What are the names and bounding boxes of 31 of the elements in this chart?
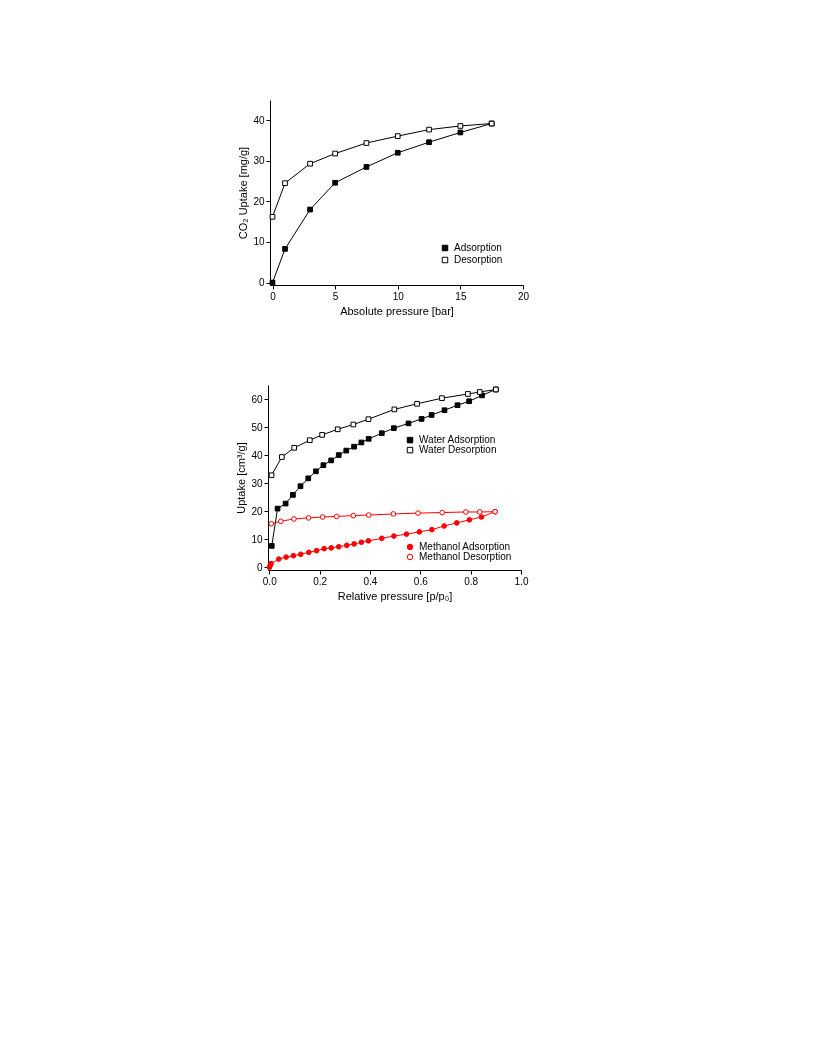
x-tick-label: 0.8 [464,575,479,587]
y-tick-label: 0 [258,277,265,289]
x-tick-label: 0 [270,290,277,302]
y-tick-label: 0 [256,561,263,573]
x-tick-label: 5 [332,290,339,302]
y-axis-title: CO₂ Uptake [mg/g] [237,146,250,240]
x-axis-title: Relative pressure [p/p₀] [337,589,453,602]
x-axis-title: Absolute pressure [bar] [340,304,454,317]
y-axis-title: Uptake [cm³/g] [235,442,248,514]
y-tick-label: 40 [251,449,263,461]
legend-label: Adsorption [454,242,502,253]
x-tick-label: 0.2 [313,575,328,587]
y-tick-label: 30 [251,477,263,489]
x-tick-label: 1.0 [514,575,529,587]
x-tick-label: 0.6 [413,575,429,587]
legend-label: Water Adsorption [419,434,496,446]
x-tick-label: 10 [392,290,405,302]
x-tick-label: 15 [455,290,467,302]
y-tick-label: 10 [253,236,265,248]
legend-label: Desorption [454,254,503,265]
y-tick-label: 60 [251,393,263,405]
y-tick-label: 10 [251,533,263,545]
x-tick-label: 0.0 [262,575,278,587]
y-tick-label: 20 [251,505,263,517]
y-tick-label: 40 [253,114,265,126]
y-tick-label: 20 [253,195,265,207]
legend-label: Methanol Adsorption [419,541,511,552]
x-tick-label: 20 [517,290,530,302]
x-tick-label: 0.4 [363,575,378,587]
y-tick-label: 50 [251,421,263,433]
y-tick-label: 30 [253,155,265,167]
